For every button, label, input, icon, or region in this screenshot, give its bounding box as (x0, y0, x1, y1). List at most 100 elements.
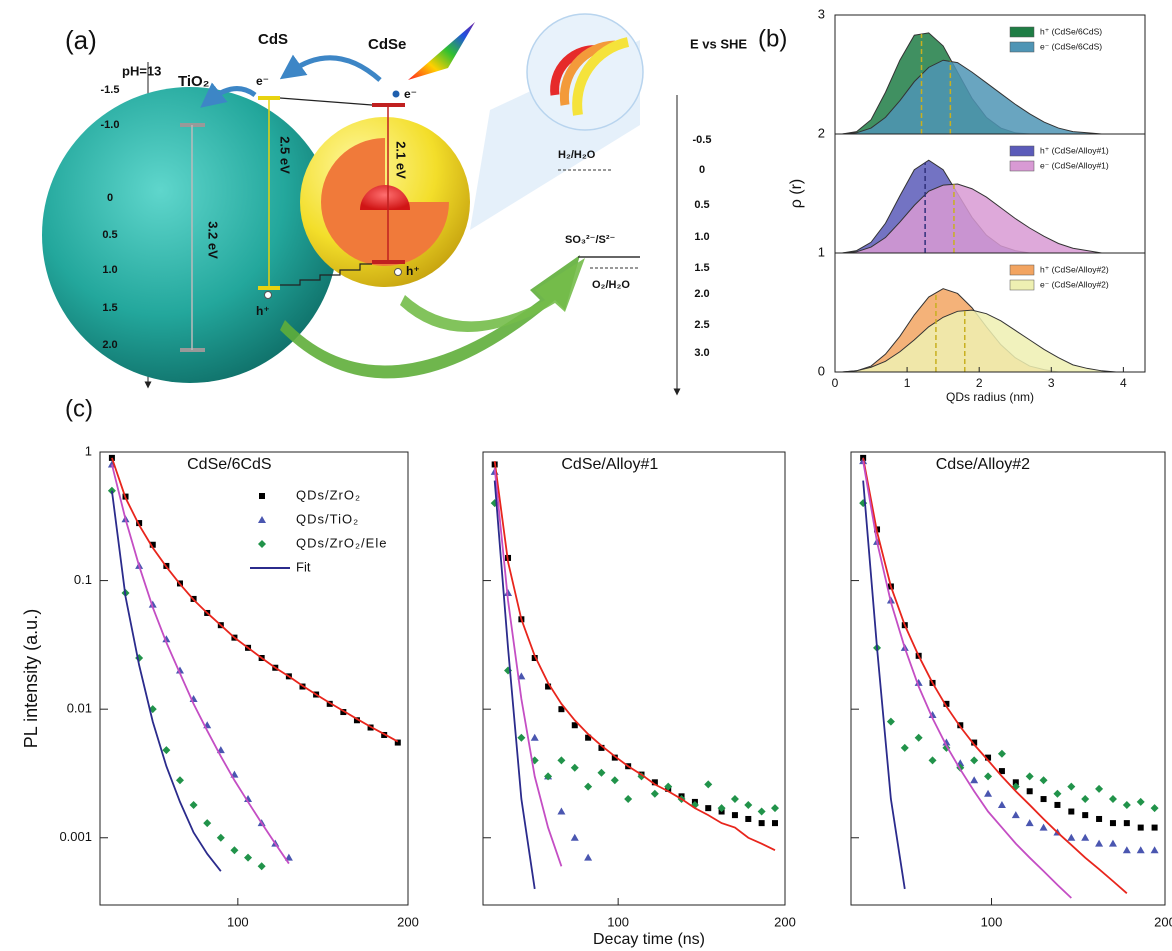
y-tick-label: 3 (818, 6, 825, 21)
legend-swatch (1009, 160, 1035, 172)
legend-label: e⁻ (CdSe/Alloy#1) (1040, 160, 1109, 170)
data-point (571, 722, 578, 729)
scale-label: 2.5 (694, 319, 709, 331)
data-point (943, 700, 950, 707)
tio2-sphere (42, 87, 338, 383)
scale-label: 1.0 (102, 264, 117, 276)
data-point (1081, 795, 1090, 804)
ph-label: pH=13 (122, 63, 161, 78)
x-tick-label: 200 (1154, 914, 1172, 929)
data-point (162, 746, 171, 755)
plot-frame (482, 451, 786, 906)
data-point (1150, 804, 1159, 813)
data-point (1039, 776, 1048, 785)
data-point (998, 768, 1005, 775)
data-point (1108, 795, 1117, 804)
hole (394, 268, 402, 276)
data-point (136, 520, 143, 527)
data-point (216, 833, 225, 842)
cb-offset (279, 97, 373, 106)
plot-area (107, 454, 401, 872)
y-tick-label: 1 (85, 443, 92, 458)
x-tick-label: 3 (1048, 376, 1055, 390)
data-point (258, 516, 266, 523)
data-point (997, 800, 1006, 808)
x-tick-label: 100 (981, 914, 1003, 929)
data-point (624, 795, 633, 804)
data-layer (859, 454, 1159, 899)
panel-label: (b) (758, 25, 787, 52)
legend-label: h⁺ (CdSe/Alloy#1) (1040, 145, 1109, 155)
data-point (610, 776, 619, 785)
light-beam (408, 22, 475, 80)
shell-arc (572, 37, 630, 116)
y-axis-label: ρ (r) (788, 179, 805, 209)
redox-couple: H₂/H₂O (558, 149, 596, 161)
data-point (717, 804, 726, 813)
data-point (1095, 839, 1104, 847)
y-tick-label: 0.01 (67, 701, 92, 716)
fit-line (111, 464, 290, 865)
data-point (189, 800, 198, 809)
hole-arrow (400, 258, 585, 333)
y-tick-label: 1 (818, 244, 825, 259)
scale-label: 2.0 (694, 288, 709, 300)
fit-line (862, 460, 1072, 899)
x-tick-label: 200 (397, 914, 419, 929)
data-point (928, 756, 937, 765)
data-point (1109, 820, 1116, 827)
data-point (1136, 846, 1145, 854)
data-layer (107, 454, 401, 872)
data-point (771, 820, 778, 827)
data-point (758, 820, 765, 827)
x-axis-label: Decay time (ns) (593, 931, 705, 948)
legend-label: QDs/TiO₂ (296, 511, 359, 526)
scale-title: E vs SHE (690, 36, 747, 51)
material-label: TiO₂ (178, 73, 209, 90)
data-point (1067, 833, 1076, 841)
data-point (970, 756, 979, 765)
data-point (162, 635, 171, 643)
legend-label: h⁺ (CdSe/Alloy#2) (1040, 264, 1109, 274)
y-tick-label: 0.1 (74, 572, 92, 587)
data-point (353, 717, 360, 724)
material-label: CdSe (368, 36, 406, 53)
chart-title: CdSe/6CdS (187, 456, 272, 473)
data-point (651, 779, 658, 786)
legend-label: h⁺ (CdSe/6CdS) (1040, 26, 1102, 36)
data-point (1026, 788, 1033, 795)
x-tick-label: 200 (774, 914, 796, 929)
plot-frame (99, 451, 409, 906)
scale-label: -0.5 (693, 134, 712, 146)
data-point (258, 540, 266, 548)
data-point (1122, 800, 1131, 809)
y-axis-label: PL intensity (a.u.) (21, 609, 41, 748)
data-point (230, 846, 239, 855)
transfer-arrow (200, 82, 257, 108)
scale-label: 0.5 (102, 229, 117, 241)
data-point (257, 862, 266, 871)
data-point (664, 782, 673, 791)
data-point (984, 772, 993, 781)
data-point (244, 853, 253, 862)
scale-label: -1.0 (101, 119, 120, 131)
data-point (730, 795, 739, 804)
scale-label: 0.5 (694, 199, 709, 211)
scale-label: 1.5 (694, 262, 709, 274)
data-point (530, 733, 539, 741)
x-axis-label: QDs radius (nm) (946, 390, 1034, 404)
scale-label: 2.0 (102, 339, 117, 351)
data-point (1053, 789, 1062, 798)
data-point (1054, 801, 1061, 808)
panel-label: (a) (65, 25, 97, 55)
data-point (1095, 784, 1104, 793)
x-tick-label: 100 (227, 914, 249, 929)
data-point (284, 853, 293, 861)
y-tick-label: 0 (818, 363, 825, 378)
plot-frame (834, 252, 1146, 373)
data-point (886, 717, 895, 726)
data-point (1136, 797, 1145, 806)
panel-label: (c) (65, 395, 93, 422)
fit-line (493, 480, 536, 890)
